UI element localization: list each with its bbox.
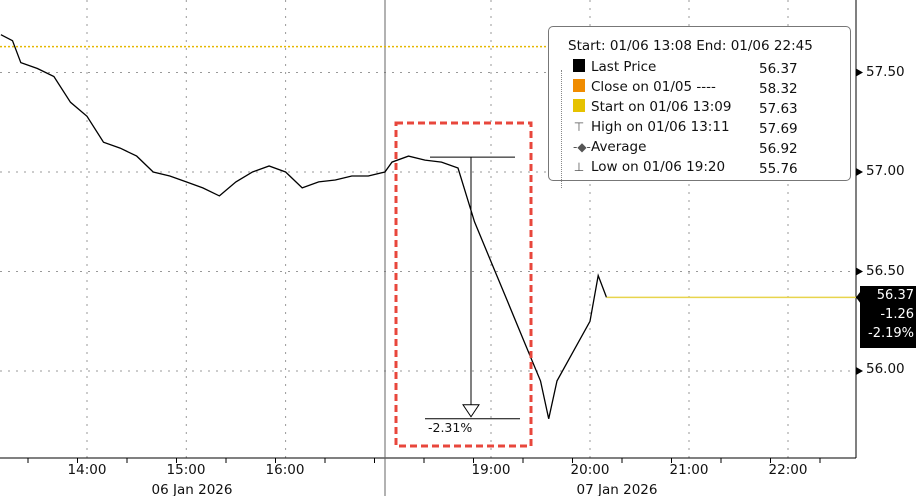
y-tick-label: 56.00	[866, 361, 905, 377]
legend-value: 55.76	[759, 161, 798, 177]
legend-values: 56.37 58.32 57.63 57.69 56.92 55.76	[759, 59, 798, 179]
x-tick-label: 22:00	[768, 462, 808, 478]
drop-arrow-head	[462, 404, 480, 418]
legend-value: 56.37	[759, 61, 798, 77]
date-label: 06 Jan 2026	[151, 482, 233, 496]
legend-value: 58.32	[759, 81, 798, 97]
date-label: 07 Jan 2026	[576, 482, 658, 496]
x-tick-label: 16:00	[265, 462, 305, 478]
legend-label: Start on 01/06 13:09	[591, 99, 732, 115]
last-price-line	[0, 34, 608, 419]
legend-label: Close on 01/05 ----	[591, 79, 716, 95]
y-tick-label: 57.00	[866, 163, 905, 179]
legend-row-last-price[interactable]: Last Price	[573, 59, 656, 79]
y-tick-mark	[856, 267, 863, 276]
legend-row-low[interactable]: ⊥ Low on 01/06 19:20	[573, 159, 725, 179]
y-tick-mark	[856, 367, 863, 375]
y-tick-mark	[856, 68, 863, 77]
highlight-box	[394, 121, 533, 448]
legend-row-close[interactable]: Close on 01/05 ----	[573, 79, 716, 99]
legend-row-high[interactable]: ⊤ High on 01/06 13:11	[573, 119, 730, 139]
legend-row-average[interactable]: -◆-Average	[573, 139, 646, 159]
y-tick-mark	[856, 168, 863, 176]
last-price: 56.37	[876, 288, 914, 303]
legend-label: High on 01/06 13:11	[591, 119, 730, 135]
start-swatch-icon	[573, 99, 585, 112]
x-tick-label: 21:00	[669, 462, 709, 478]
legend-row-start[interactable]: Start on 01/06 13:09	[573, 99, 731, 119]
last-price-box: 56.37 -1.26 -2.19%	[860, 286, 916, 348]
x-tick-label: 19:00	[471, 462, 511, 478]
high-marker-icon: ⊤	[573, 120, 585, 134]
x-tick-label: 14:00	[67, 462, 107, 478]
legend-tree-line	[561, 70, 563, 188]
last-price-swatch-icon	[573, 59, 585, 72]
average-marker-icon: -◆-	[573, 140, 591, 154]
x-tick-label: 15:00	[166, 462, 206, 478]
legend-label: Low on 01/06 19:20	[591, 159, 726, 175]
price-change: -1.26	[880, 307, 914, 322]
legend-label: Average	[591, 139, 647, 155]
price-change-pct: -2.19%	[868, 326, 914, 341]
drop-percent-label: -2.31%	[428, 420, 473, 435]
close-swatch-icon	[573, 79, 585, 92]
y-tick-label: 57.50	[866, 64, 905, 80]
legend-range: Start: 01/06 13:08 End: 01/06 22:45	[568, 38, 813, 54]
legend-value: 57.63	[759, 101, 798, 117]
y-tick-label: 56.50	[866, 263, 905, 279]
legend-value: 56.92	[759, 141, 798, 157]
legend: Start: 01/06 13:08 End: 01/06 22:45 Last…	[548, 26, 851, 188]
legend-value: 57.69	[759, 121, 798, 137]
legend-label: Last Price	[591, 59, 657, 75]
low-marker-icon: ⊥	[573, 160, 585, 174]
x-tick-label: 20:00	[570, 462, 610, 478]
